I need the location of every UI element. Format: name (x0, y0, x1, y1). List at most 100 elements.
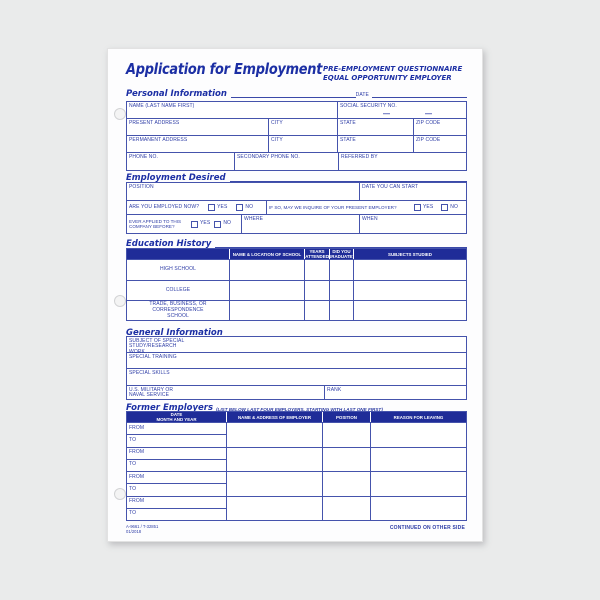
education-cell[interactable] (230, 281, 304, 301)
education-cell[interactable] (305, 260, 329, 281)
from-cell[interactable]: FROM (127, 448, 226, 460)
row-label-high-school: HIGH SCHOOL (159, 266, 197, 273)
row-label-college: COLLEGE (165, 286, 191, 293)
reason-cell[interactable] (371, 472, 466, 497)
special-training-field[interactable]: SPECIAL TRAINING (129, 353, 177, 360)
permanent-state-field[interactable]: STATE (338, 136, 414, 152)
to-cell[interactable]: TO (127, 460, 226, 472)
table-row: PRESENT ADDRESS CITY STATE ZIP CODE (127, 119, 466, 136)
date-line[interactable] (372, 96, 467, 98)
phone-field[interactable]: PHONE NO. (127, 153, 235, 170)
divider (230, 96, 356, 98)
position-field[interactable]: POSITION (127, 183, 360, 200)
special-skills-field[interactable]: SPECIAL SKILLS (129, 369, 170, 376)
employed-now-no-checkbox[interactable] (236, 204, 244, 211)
education-body: HIGH SCHOOL COLLEGE TRADE, BUSINESS, OR … (127, 260, 466, 321)
reason-cell[interactable] (371, 423, 466, 448)
ssn-dash-2: — (425, 111, 432, 118)
education-cell[interactable] (305, 301, 329, 320)
secondary-phone-field[interactable]: SECONDARY PHONE NO. (235, 153, 339, 170)
employer-cell[interactable] (227, 423, 322, 448)
education-cell[interactable] (230, 301, 304, 320)
table-row: ARE YOU EMPLOYED NOW? YES NO IF SO, MAY … (127, 201, 466, 215)
former-header-row: DATE MONTH AND YEAR NAME & ADDRESS OF EM… (127, 412, 466, 423)
former-header-position: POSITION (323, 412, 371, 422)
reason-cell[interactable] (371, 448, 466, 472)
from-cell[interactable]: FROM (127, 497, 226, 509)
employer-cell[interactable] (227, 472, 322, 497)
employer-cell[interactable] (227, 448, 322, 472)
to-cell[interactable]: TO (129, 510, 137, 517)
former-employers-section-title: Former Employers (126, 403, 214, 413)
education-cell[interactable] (354, 260, 466, 281)
present-address-field[interactable]: PRESENT ADDRESS (127, 119, 269, 135)
present-city-field[interactable]: CITY (269, 119, 338, 135)
inquire-employer-field: IF SO, MAY WE INQUIRE OF YOUR PRESENT EM… (269, 203, 458, 211)
hole-punch-middle (114, 295, 126, 307)
referred-by-field[interactable]: REFERRED BY (341, 153, 378, 160)
permanent-address-field[interactable]: PERMANENT ADDRESS (127, 136, 269, 152)
former-header-date: DATE MONTH AND YEAR (127, 412, 227, 422)
employment-desired-table: POSITION DATE YOU CAN START ARE YOU EMPL… (126, 182, 467, 234)
permanent-city-field[interactable]: CITY (269, 136, 338, 152)
application-form-page: Application for Employment PRE-EMPLOYMEN… (107, 48, 483, 542)
education-subjects-column (354, 260, 466, 320)
to-cell[interactable]: TO (127, 484, 226, 497)
position-cell[interactable] (323, 448, 370, 472)
present-state-field[interactable]: STATE (338, 119, 414, 135)
education-row-labels: HIGH SCHOOL COLLEGE TRADE, BUSINESS, OR … (127, 260, 230, 321)
education-history-table: NAME & LOCATION OF SCHOOL YEARS ATTENDED… (126, 248, 467, 322)
education-section-title: Education History (126, 239, 212, 249)
date-start-field[interactable]: DATE YOU CAN START (362, 183, 419, 190)
inquire-yes-checkbox[interactable] (413, 204, 421, 211)
present-zip-field[interactable]: ZIP CODE (416, 119, 441, 126)
form-title: Application for Employment (126, 60, 323, 78)
subtitle-line2: EQUAL OPPORTUNITY EMPLOYER (323, 73, 452, 82)
from-cell[interactable]: FROM (127, 472, 226, 485)
military-service-field[interactable]: U.S. MILITARY OR NAVAL SERVICE (127, 386, 325, 399)
education-header-blank (127, 249, 230, 259)
position-cell[interactable] (323, 472, 370, 497)
reason-cell[interactable] (371, 497, 466, 521)
special-study-field[interactable]: SUBJECT OF SPECIAL STUDY/RESEARCH WORK (129, 337, 185, 356)
form-revision: 01/2018 (126, 529, 142, 534)
where-field[interactable]: WHERE (242, 215, 360, 233)
from-cell[interactable]: FROM (127, 423, 226, 436)
education-cell[interactable] (330, 281, 353, 301)
inquire-no-checkbox[interactable] (441, 204, 449, 211)
personal-info-table: NAME (LAST NAME FIRST) SOCIAL SECURITY N… (126, 101, 467, 171)
date-label: DATE (355, 91, 369, 98)
former-employers-table: DATE MONTH AND YEAR NAME & ADDRESS OF EM… (126, 411, 467, 521)
education-cell[interactable] (330, 301, 353, 320)
former-header-employer: NAME & ADDRESS OF EMPLOYER (227, 412, 323, 422)
employer-cell[interactable] (227, 497, 322, 521)
ever-applied-no-checkbox[interactable] (214, 220, 222, 228)
education-header-years: YEARS ATTENDED (305, 249, 330, 259)
general-information-table: SUBJECT OF SPECIAL STUDY/RESEARCH WORK S… (126, 336, 467, 400)
education-cell[interactable] (354, 281, 466, 301)
subtitle-line1: PRE-EMPLOYMENT QUESTIONNAIRE (323, 65, 463, 73)
divider (215, 246, 467, 248)
education-cell[interactable] (354, 301, 466, 320)
table-row: SUBJECT OF SPECIAL STUDY/RESEARCH WORK (127, 337, 466, 356)
education-cell[interactable] (230, 260, 304, 281)
position-cell[interactable] (323, 423, 370, 448)
education-cell[interactable] (330, 260, 353, 281)
former-employers-note: (LIST BELOW LAST FOUR EMPLOYERS, STARTIN… (216, 407, 383, 412)
education-cell[interactable] (305, 281, 329, 301)
education-header-subjects: SUBJECTS STUDIED (354, 249, 466, 259)
when-field[interactable]: WHEN (362, 215, 378, 222)
to-cell[interactable]: TO (127, 435, 226, 448)
former-position-column (323, 423, 371, 520)
name-field[interactable]: NAME (LAST NAME FIRST) (127, 102, 338, 118)
position-cell[interactable] (323, 497, 370, 521)
rank-field[interactable]: RANK (327, 386, 342, 393)
ever-applied-yes-checkbox[interactable] (191, 220, 198, 228)
ssn-field[interactable]: SOCIAL SECURITY NO. — — (340, 102, 432, 118)
table-row: EVER APPLIED TO THIS COMPANY BEFORE? YES… (127, 215, 466, 233)
former-reason-column (371, 423, 466, 520)
education-section-header: Education History (126, 239, 467, 249)
permanent-zip-field[interactable]: ZIP CODE (416, 136, 441, 143)
employed-now-yes-checkbox[interactable] (208, 204, 216, 211)
table-row: SPECIAL SKILLS (127, 369, 466, 386)
